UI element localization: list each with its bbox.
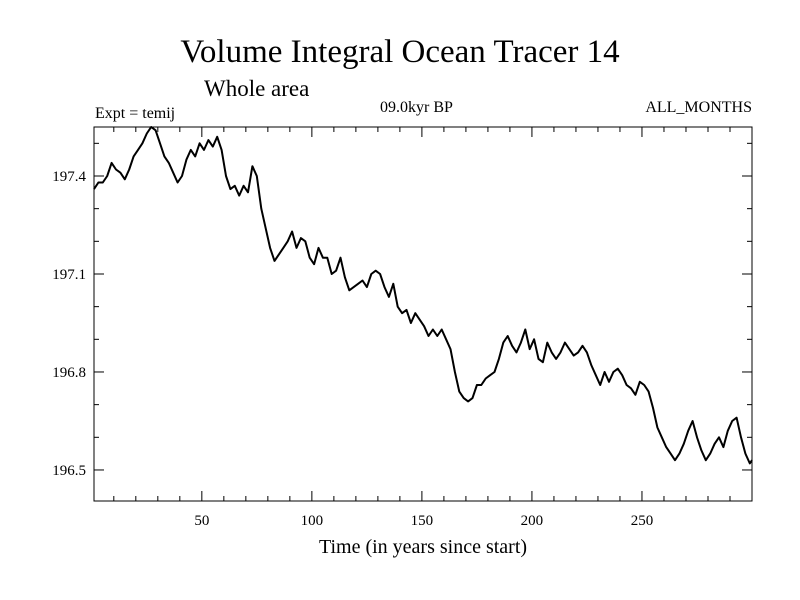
series-group — [93, 126, 753, 465]
x-tick-label: 50 — [194, 513, 209, 529]
y-tick-label: 197.4 — [52, 169, 86, 185]
x-axis-ticks: 50 100 150 200 250 — [113, 127, 753, 529]
x-tick-label: 100 — [301, 513, 324, 529]
y-axis-ticks: 196.5 196.8 197.1 197.4 — [52, 142, 752, 479]
x-tick-label: 250 — [631, 513, 654, 529]
period-label: 09.0kyr BP — [380, 99, 453, 116]
x-axis-label: Time (in years since start) — [318, 536, 528, 558]
plot-frame — [93, 126, 753, 502]
y-tick-label: 197.1 — [52, 267, 86, 283]
series-line — [93, 126, 753, 465]
y-tick-label: 196.5 — [52, 463, 86, 479]
x-tick-label: 200 — [521, 513, 544, 529]
chart-title: Volume Integral Ocean Tracer 14 — [180, 34, 620, 70]
experiment-label: Expt = temij — [95, 105, 176, 122]
y-tick-label: 196.8 — [52, 365, 86, 381]
x-tick-label: 150 — [411, 513, 434, 529]
months-label: ALL_MONTHS — [645, 99, 752, 116]
chart-subtitle: Whole area — [204, 76, 310, 101]
